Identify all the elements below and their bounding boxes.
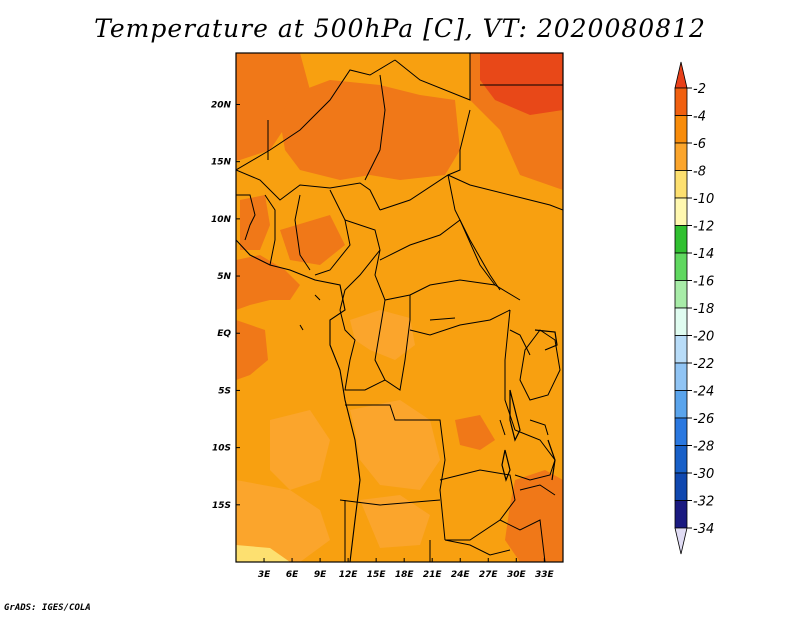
y-tick-label: 20N: [211, 100, 232, 110]
colorbar-swatch: [674, 472, 688, 501]
warm-region-lakes: [455, 415, 495, 450]
warm-region-west: [236, 255, 300, 310]
colorbar-label: -14: [693, 247, 714, 262]
colorbar-label: -4: [693, 110, 706, 125]
cold-region-southwest-corner: [236, 545, 290, 562]
colorbar-label: -34: [693, 522, 714, 537]
x-tick-label: 15E: [367, 570, 387, 580]
x-tick-label: 21E: [423, 570, 443, 580]
x-tick-label: 18E: [395, 570, 415, 580]
colorbar-label: -26: [693, 412, 714, 427]
country-borders: [236, 53, 563, 562]
colorbar-label: -10: [693, 192, 714, 207]
colorbar-swatch: [674, 252, 688, 281]
colorbar-swatch: [674, 115, 688, 144]
cool-region-kalahari: [360, 495, 430, 548]
x-tick-label: 27E: [479, 570, 499, 580]
colorbar-label: -30: [693, 467, 714, 482]
cool-region-southwest: [236, 480, 330, 562]
colorbar-label: -2: [693, 82, 706, 97]
warm-region-guinea: [240, 195, 270, 250]
y-tick-label: 10S: [212, 444, 231, 454]
x-tick-label: 12E: [339, 570, 359, 580]
cool-region-congo: [350, 310, 415, 360]
colorbar: -2 -4 -6 -8 -10 -12 -14 -16 -18 -20 -22 -24 -26 -28 -3…: [674, 61, 714, 555]
y-tick-label: 15N: [211, 158, 232, 168]
cool-region-angola: [350, 400, 440, 490]
credit-text: GrADS: IGES/COLA: [4, 603, 91, 613]
y-tick-label: 5S: [218, 386, 231, 396]
colorbar-swatch: [674, 500, 688, 529]
colorbar-top-arrow: [674, 61, 688, 89]
colorbar-label: -18: [693, 302, 714, 317]
x-axis: 3E 6E 9E 12E 15E 18E 21E 24E 27E 30E 33E: [258, 558, 555, 580]
x-tick-label: 6E: [286, 570, 299, 580]
y-tick-label: 10N: [211, 215, 232, 225]
colorbar-swatch: [674, 362, 688, 391]
colorbar-label: -20: [693, 330, 714, 345]
y-tick-label: 15S: [212, 501, 231, 511]
colorbar-swatch: [674, 225, 688, 254]
y-tick-label: 5N: [217, 272, 231, 282]
plot-frame: [235, 52, 564, 563]
colorbar-swatch: [674, 280, 688, 309]
warm-region-sahara: [236, 53, 563, 190]
colorbar-label: -12: [693, 220, 714, 235]
y-axis: 20N 15N 10N 5N EQ 5S 10S 15S: [211, 100, 240, 511]
x-tick-label: 3E: [258, 570, 271, 580]
warm-region-gulf: [236, 320, 268, 380]
colorbar-label: -22: [693, 357, 714, 372]
x-tick-label: 33E: [535, 570, 555, 580]
colorbar-label: -8: [693, 165, 706, 180]
colorbar-swatch: [674, 197, 688, 226]
colorbar-swatch: [674, 142, 688, 171]
colorbar-bottom-arrow: [674, 527, 688, 555]
colorbar-label: -24: [693, 385, 714, 400]
colorbar-label: -16: [693, 275, 714, 290]
cool-region-atlantic: [270, 410, 330, 490]
x-tick-label: 9E: [314, 570, 327, 580]
colorbar-label: -32: [693, 495, 714, 510]
colorbar-swatch: [674, 445, 688, 474]
warm-region-east-africa: [505, 470, 563, 562]
colorbar-label: -28: [693, 440, 714, 455]
colorbar-swatch: [674, 390, 688, 419]
colorbar-swatch: [674, 417, 688, 446]
colorbar-label: -6: [693, 137, 706, 152]
x-tick-label: 30E: [507, 570, 527, 580]
colorbar-swatch: [674, 170, 688, 199]
colorbar-swatch: [674, 335, 688, 364]
hot-region-libya-egypt: [480, 53, 563, 115]
y-tick-label: EQ: [217, 329, 231, 339]
temperature-field: [236, 53, 563, 562]
map-title: Temperature at 500hPa [C], VT: 202008081…: [94, 14, 706, 43]
colorbar-swatch: [674, 307, 688, 336]
colorbar-swatch: [674, 87, 688, 116]
x-tick-label: 24E: [451, 570, 471, 580]
